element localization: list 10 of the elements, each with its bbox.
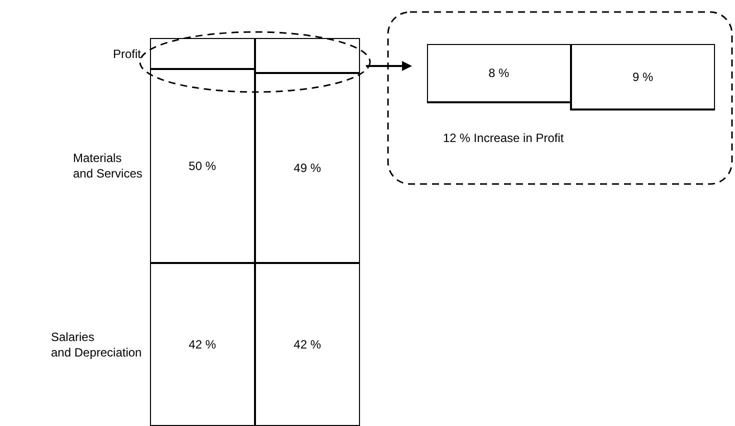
data-label: 9 % <box>632 70 654 84</box>
series-label: Profit <box>113 47 142 61</box>
data-label: 42 % <box>294 338 322 352</box>
series-label: Materials and Services <box>73 151 142 181</box>
text: 12 % Increase in Profit <box>443 131 564 145</box>
data-label: 49 % <box>294 160 322 175</box>
data-label: 42 % <box>188 338 216 352</box>
data-label: 8 % <box>488 66 510 80</box>
data-label: 50 % <box>188 159 216 174</box>
series-label: Salaries and Depreciation <box>51 330 142 360</box>
